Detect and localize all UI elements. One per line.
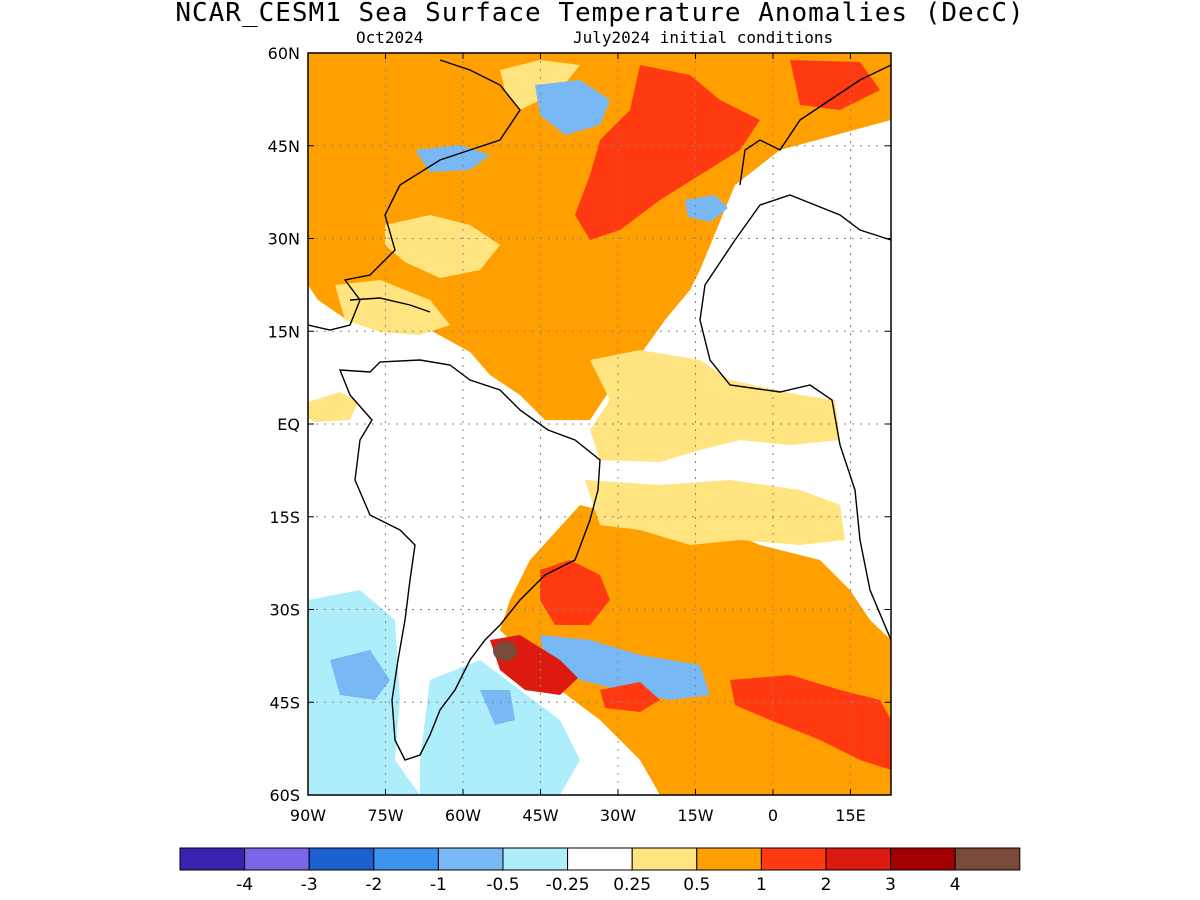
south-america-coast (338, 359, 601, 761)
forecast-month: Oct2024 (356, 28, 424, 47)
lon-label: 75W (367, 806, 403, 825)
anomaly-region-north-red (575, 65, 760, 240)
lat-label: 30N (268, 230, 300, 249)
lon-label: 0 (768, 806, 778, 825)
colorbar-swatch (890, 847, 956, 871)
colorbar-label: 1 (756, 875, 767, 895)
anomaly-region-caribbean-yellow (335, 280, 450, 335)
colorbar-label: 4 (950, 875, 961, 895)
colorbar-swatch (954, 847, 1021, 871)
colorbar-swatch (696, 847, 762, 871)
africa-coast (699, 194, 891, 641)
colorbar-swatch (502, 847, 569, 871)
colorbar-label: -1 (430, 875, 447, 895)
longitude-labels: 90W 75W 60W 45W 30W 15W 0 15E (290, 806, 866, 825)
anomaly-region-europe-red (790, 60, 880, 110)
latitude-labels: 60N 45N 30N 15N EQ 15S 30S 45S 60S (268, 44, 300, 805)
anomaly-region-southwest-red (730, 675, 891, 770)
anomaly-fields (308, 53, 891, 795)
anomaly-region-azores-blue (685, 195, 728, 222)
colorbar-label: -4 (236, 875, 253, 895)
colorbar-swatch (373, 847, 439, 871)
lat-label: 30S (269, 601, 300, 620)
colorbar-swatch (631, 847, 698, 871)
coastlines (308, 59, 891, 761)
colorbar-label: -0.25 (546, 875, 590, 895)
colorbar-label: -3 (301, 875, 318, 895)
colorbar: -4 -3 -2 -1 -0.5 -0.25 0.25 0.5 1 2 3 4 (179, 847, 1021, 895)
graticule (308, 53, 891, 795)
anomaly-region-south-blue (480, 690, 515, 725)
colorbar-swatch (567, 847, 633, 871)
axis-ticks (307, 52, 891, 796)
colorbar-swatch (760, 847, 827, 871)
anomaly-region-south-orange-red (600, 682, 660, 712)
colorbar-label: 2 (821, 875, 832, 895)
anomaly-region-south-yellow-band (585, 480, 845, 545)
north-america-coast (308, 59, 521, 331)
anomaly-region-confluence-max (493, 641, 517, 661)
colorbar-swatch (437, 847, 504, 871)
lat-label: 60N (268, 44, 300, 63)
anomaly-region-confluence-blue (540, 635, 710, 700)
colorbar-label: 0.25 (613, 875, 651, 895)
lon-label: 30W (600, 806, 636, 825)
anomaly-region-labrador-blue (535, 80, 610, 135)
colorbar-swatch (179, 847, 246, 871)
anomaly-region-pacific-blue (330, 650, 390, 700)
colorbar-label: -0.5 (486, 875, 519, 895)
initial-conditions-label: July2024 initial conditions (573, 28, 834, 47)
lon-label: 15E (835, 806, 865, 825)
map-title: NCAR_CESM1 Sea Surface Temperature Anoma… (175, 0, 1025, 28)
europe-coast (739, 64, 891, 186)
lat-label: 15S (269, 508, 300, 527)
anomaly-region-gulf-yellow (385, 215, 500, 278)
lon-label: 45W (522, 806, 558, 825)
colorbar-label: 0.5 (683, 875, 710, 895)
colorbar-swatch (308, 847, 375, 871)
anomaly-region-newfoundland-blue (415, 145, 490, 172)
lon-label: 15W (677, 806, 713, 825)
lat-label: 45N (268, 137, 300, 156)
colorbar-swatch (825, 847, 892, 871)
anomaly-region-pacific-equator-yellow (308, 392, 358, 422)
lon-label: 90W (290, 806, 326, 825)
colorbar-label: 3 (885, 875, 896, 895)
lat-label: 15N (268, 322, 300, 341)
anomaly-region-brazil-red (540, 560, 610, 625)
lat-label: 45S (269, 693, 300, 712)
anomaly-region-drake-cyan (420, 660, 580, 795)
lat-label: 60S (269, 786, 300, 805)
colorbar-swatch (244, 847, 310, 871)
anomaly-region-tropical-yellow (590, 350, 840, 462)
lon-label: 60W (445, 806, 481, 825)
colorbar-label: -2 (365, 875, 382, 895)
lat-label: EQ (277, 415, 300, 434)
caribbean-islands (349, 297, 431, 313)
